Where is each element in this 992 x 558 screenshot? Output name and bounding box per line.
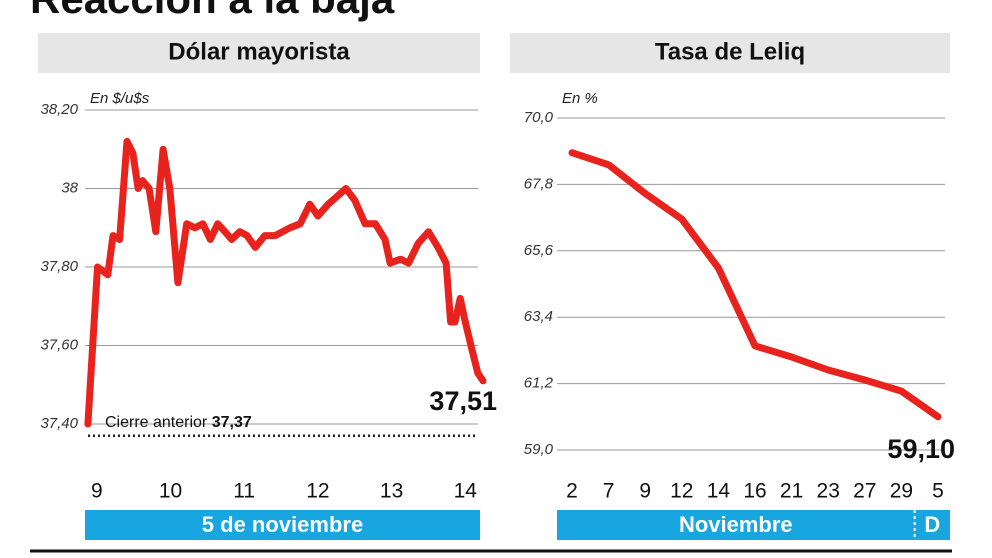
chart-title: Tasa de Leliq [655, 38, 805, 65]
y-tick-label: 59,0 [524, 441, 554, 458]
reference-label-text: Cierre anterior [105, 414, 208, 431]
x-tick-label: 11 [233, 480, 255, 503]
x-tick-label: 21 [780, 480, 803, 503]
x-tick-label: 12 [670, 480, 693, 503]
x-tick-label: 9 [91, 480, 103, 503]
period-label: 5 de noviembre [202, 512, 363, 537]
reference-label: Cierre anterior 37,37 [105, 414, 252, 431]
chart-header [510, 33, 950, 73]
y-tick-label: 67,8 [524, 175, 554, 192]
unit-label: En $/u$s [90, 90, 150, 107]
end-value-label: 59,10 [887, 434, 955, 464]
y-tick-label: 65,6 [524, 242, 554, 259]
y-tick-label: 70,0 [524, 109, 554, 126]
x-tick-label: 5 [932, 480, 944, 503]
y-tick-label: 63,4 [524, 308, 553, 325]
period-label: Noviembre [679, 512, 793, 537]
y-tick-label: 38 [61, 179, 78, 196]
x-tick-label: 2 [566, 480, 578, 503]
end-value-label: 37,51 [429, 386, 497, 416]
y-tick-label: 37,60 [40, 336, 78, 353]
y-tick-label: 37,40 [40, 415, 78, 432]
period-bar [557, 510, 915, 540]
period-bar [914, 510, 950, 540]
x-tick-label: 14 [707, 480, 731, 503]
unit-label: En % [562, 90, 598, 107]
chart-title: Dólar mayorista [168, 38, 350, 65]
x-tick-label: 7 [603, 480, 615, 503]
x-tick-label: 9 [639, 480, 651, 503]
page-title: Reacción a la baja [30, 0, 395, 22]
x-tick-label: 29 [890, 480, 913, 503]
reference-label-value: 37,37 [212, 414, 252, 431]
y-tick-label: 37,80 [40, 258, 78, 275]
x-tick-label: 23 [817, 480, 840, 503]
x-tick-label: 13 [380, 480, 403, 503]
x-tick-label: 16 [743, 480, 766, 503]
x-tick-label: 14 [454, 480, 478, 503]
chart-header [38, 33, 480, 73]
x-tick-label: 12 [306, 480, 329, 503]
x-tick-label: 10 [159, 480, 182, 503]
data-line [84, 137, 487, 428]
data-line [568, 149, 942, 421]
x-tick-label: 27 [853, 480, 876, 503]
y-tick-label: 61,2 [524, 375, 554, 392]
period-label: D [924, 512, 940, 537]
y-tick-label: 38,20 [40, 101, 78, 118]
period-bar [85, 510, 480, 540]
